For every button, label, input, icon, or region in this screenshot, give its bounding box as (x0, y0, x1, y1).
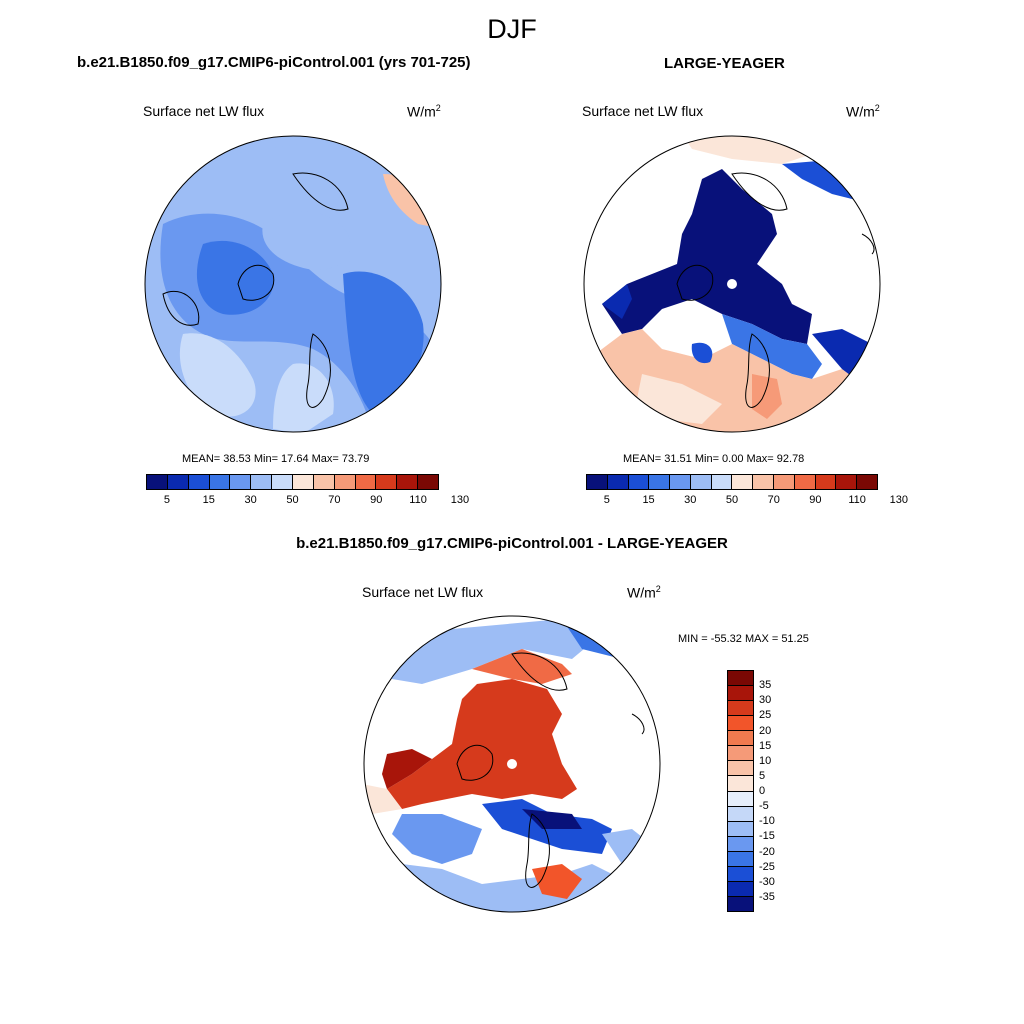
colorbar-swatch (728, 730, 753, 746)
panel3-units: W/m2 (627, 584, 661, 601)
colorbar-swatch (731, 475, 753, 489)
colorbar-tick-label: 15 (759, 739, 772, 752)
colorbar-swatch (728, 895, 753, 911)
colorbar-swatch (728, 820, 753, 836)
colorbar-swatch (375, 475, 397, 489)
colorbar-tick-label: 5 (603, 494, 610, 506)
colorbar-swatch (835, 475, 857, 489)
colorbar-swatch (728, 865, 753, 881)
panel2-variable-label: Surface net LW flux (582, 103, 704, 119)
colorbar-swatch (669, 475, 690, 489)
colorbar-swatch (728, 760, 753, 776)
colorbar-swatch (728, 880, 753, 896)
panel2-colorbar (586, 474, 878, 490)
colorbar-tick-label: 20 (759, 724, 772, 737)
colorbar-tick-label: 5 (163, 494, 170, 506)
colorbar-tick-label: 0 (759, 785, 766, 797)
panel1-variable-label: Surface net LW flux (143, 103, 265, 119)
colorbar-swatch (814, 475, 836, 489)
colorbar-tick-label: 130 (889, 494, 909, 506)
colorbar-swatch (250, 475, 272, 489)
colorbar-tick-label: 50 (725, 494, 739, 506)
panel3-case-title: b.e21.B1850.f09_g17.CMIP6-piControl.001 … (296, 535, 728, 552)
colorbar-swatch (187, 475, 209, 489)
colorbar-swatch (728, 805, 753, 821)
colorbar-tick-label: 110 (409, 494, 427, 506)
colorbar-swatch (166, 475, 188, 489)
colorbar-tick-label: 25 (759, 709, 772, 722)
colorbar-swatch (793, 475, 815, 489)
colorbar-swatch (728, 700, 753, 716)
colorbar-tick-label: 15 (642, 494, 655, 506)
colorbar-swatch (417, 475, 439, 489)
colorbar-tick-label: 70 (767, 494, 780, 506)
colorbar-swatch (292, 475, 313, 489)
colorbar-swatch (627, 475, 649, 489)
colorbar-tick-label: 90 (370, 494, 383, 506)
colorbar-tick-label: -20 (759, 845, 775, 858)
colorbar-tick-label: 5 (759, 769, 766, 782)
panel1-colorbar-ticks: 5 15 30 50 70 90 110 130 (146, 494, 469, 508)
colorbar-swatch (271, 475, 293, 489)
colorbar-tick-label: -10 (759, 815, 775, 828)
panel2-case-title: LARGE-YEAGER (664, 55, 785, 72)
colorbar-swatch (208, 475, 230, 489)
colorbar-tick-label: 50 (286, 494, 299, 506)
colorbar-tick-label: 30 (759, 694, 772, 707)
panel2-stats: MEAN= 31.51 Min= 0.00 Max= 92.78 (623, 453, 805, 465)
colorbar-swatch (728, 685, 753, 701)
colorbar-tick-label: 30 (244, 494, 257, 506)
panel2-units: W/m2 (846, 103, 880, 120)
panel1-stats: MEAN= 38.53 Min= 17.64 Max= 73.79 (182, 453, 370, 465)
colorbar-tick-label: -30 (759, 875, 775, 888)
colorbar-swatch (312, 475, 334, 489)
colorbar-tick-label: -25 (759, 860, 775, 873)
colorbar-tick-label: -15 (759, 830, 775, 843)
colorbar-swatch (773, 475, 794, 489)
colorbar-swatch (689, 475, 711, 489)
colorbar-tick-label: 90 (809, 494, 822, 506)
colorbar-tick-label: -35 (759, 890, 775, 903)
colorbar-tick-label: 15 (202, 494, 215, 506)
panel1-polar-map (144, 135, 442, 433)
colorbar-tick-label: 70 (328, 494, 341, 506)
colorbar-tick-label: 130 (450, 494, 470, 506)
colorbar-swatch (587, 475, 607, 489)
colorbar-swatch (728, 671, 753, 686)
colorbar-swatch (354, 475, 376, 489)
colorbar-swatch (147, 475, 167, 489)
colorbar-tick-label: 10 (759, 754, 772, 767)
colorbar-swatch (710, 475, 732, 489)
panel3-polar-map (363, 615, 661, 913)
colorbar-swatch (728, 775, 753, 791)
colorbar-swatch (728, 745, 753, 761)
panel3-variable-label: Surface net LW flux (362, 584, 484, 600)
panel1-units: W/m2 (407, 103, 441, 120)
colorbar-swatch (752, 475, 774, 489)
colorbar-swatch (648, 475, 670, 489)
colorbar-tick-label: -5 (759, 800, 769, 813)
panel2-polar-map (583, 135, 881, 433)
colorbar-swatch (728, 790, 753, 806)
colorbar-swatch (728, 850, 753, 866)
panel3-colorbar (727, 670, 754, 912)
colorbar-swatch (856, 475, 877, 489)
colorbar-swatch (396, 475, 418, 489)
colorbar-tick-label: 35 (759, 679, 772, 692)
colorbar-tick-label: 30 (684, 494, 697, 506)
colorbar-swatch (728, 715, 753, 731)
panel3-colorbar-ticks: 35 30 25 20 15 10 5 0 -5 -10 -15 -20 -25 -30 -35 (759, 670, 789, 910)
colorbar-swatch (606, 475, 628, 489)
colorbar-swatch (333, 475, 355, 489)
panel3-stats: MIN = -55.32 MAX = 51.25 (678, 633, 809, 645)
colorbar-swatch (728, 835, 753, 851)
colorbar-tick-label: 110 (848, 494, 866, 506)
panel1-case-title: b.e21.B1850.f09_g17.CMIP6-piControl.001 … (77, 54, 471, 71)
panel2-colorbar-ticks: 5 15 30 50 70 90 110 130 (586, 494, 908, 508)
colorbar-swatch (229, 475, 251, 489)
figure-title: DJF (487, 14, 537, 44)
panel1-colorbar (146, 474, 439, 490)
